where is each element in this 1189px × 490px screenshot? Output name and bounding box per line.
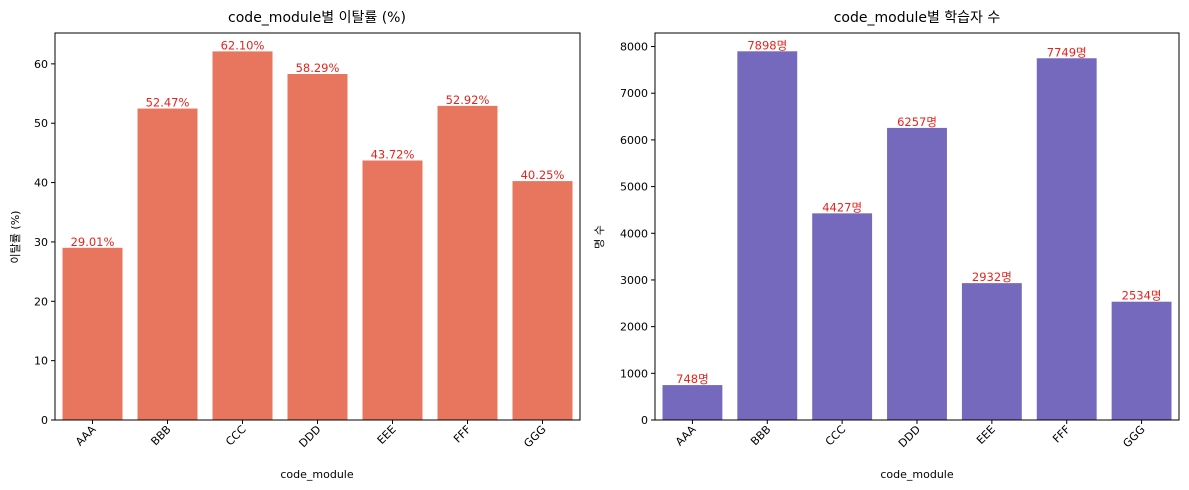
- x-tick-label: CCC: [223, 423, 249, 449]
- bar: [812, 213, 873, 420]
- data-label: 52.47%: [146, 96, 190, 110]
- data-label: 7898명: [747, 38, 787, 52]
- chart-drop-rate: code_module별 이탈률 (%) code_module 이탈률 (%)…: [9, 10, 581, 481]
- x-axis-label: code_module: [880, 468, 953, 481]
- x-tick-label: AAA: [673, 423, 699, 449]
- y-tick-label: 20: [34, 295, 48, 308]
- y-tick-label: 30: [34, 236, 48, 249]
- y-tick-label: 0: [41, 414, 48, 427]
- data-label: 58.29%: [296, 61, 340, 75]
- y-tick-label: 60: [34, 58, 48, 71]
- bar: [362, 160, 423, 420]
- bar: [662, 385, 723, 420]
- x-tick-label: EEE: [375, 423, 399, 447]
- y-tick-label: 2000: [620, 321, 648, 334]
- bar: [137, 108, 198, 420]
- data-label: 6257명: [897, 115, 937, 129]
- data-label: 62.10%: [221, 38, 265, 52]
- x-tick-label: FFF: [451, 423, 474, 446]
- bar: [212, 51, 273, 421]
- y-tick-label: 10: [34, 355, 48, 368]
- y-tick-label: 50: [34, 117, 48, 130]
- data-label: 2932명: [972, 270, 1012, 284]
- data-label: 43.72%: [371, 147, 415, 161]
- x-tick-label: FFF: [1050, 423, 1073, 446]
- data-label: 52.92%: [446, 93, 490, 107]
- x-tick-label: BBB: [148, 423, 173, 448]
- x-tick-label: AAA: [73, 423, 99, 449]
- bar: [62, 247, 123, 420]
- chart-learner-count: code_module별 학습자 수 code_module 명 수 748명 7…: [593, 10, 1180, 481]
- bar: [887, 127, 947, 420]
- y-tick-label: 4000: [620, 227, 648, 240]
- x-tick-label: BBB: [748, 423, 773, 448]
- bar: [437, 105, 498, 421]
- chart-title: code_module별 학습자 수: [834, 10, 1001, 26]
- data-label: 40.25%: [521, 168, 565, 182]
- y-tick-label: 3000: [620, 274, 648, 287]
- y-tick-label: 0: [641, 414, 648, 427]
- x-tick-label: GGG: [521, 423, 548, 450]
- data-label: 4427명: [822, 200, 862, 214]
- y-tick-label: 6000: [620, 134, 648, 147]
- bar: [512, 181, 573, 420]
- y-axis-label: 명 수: [593, 225, 606, 249]
- x-tick-label: DDD: [896, 423, 923, 450]
- data-label: 2534명: [1122, 289, 1162, 303]
- y-tick-label: 40: [34, 177, 48, 190]
- x-tick-label: CCC: [823, 423, 849, 449]
- bar: [961, 283, 1022, 420]
- x-tick-label: GGG: [1120, 423, 1147, 450]
- data-label: 29.01%: [71, 235, 115, 249]
- bar: [287, 74, 348, 420]
- x-tick-label: DDD: [296, 423, 323, 450]
- x-tick-label: EEE: [974, 423, 998, 447]
- chart-title: code_module별 이탈률 (%): [228, 10, 406, 26]
- y-tick-label: 1000: [620, 367, 648, 380]
- data-label: 7749명: [1047, 45, 1087, 59]
- bar: [1111, 301, 1172, 420]
- x-axis-label: code_module: [280, 468, 353, 481]
- data-label: 748명: [676, 372, 709, 386]
- y-axis-label: 이탈률 (%): [9, 211, 22, 264]
- bar: [737, 51, 798, 421]
- y-tick-label: 8000: [620, 41, 648, 54]
- y-tick-label: 7000: [620, 87, 648, 100]
- bar: [1036, 58, 1097, 420]
- y-tick-label: 5000: [620, 181, 648, 194]
